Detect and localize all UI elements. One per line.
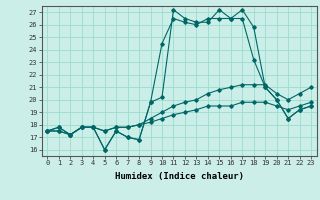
X-axis label: Humidex (Indice chaleur): Humidex (Indice chaleur) [115,172,244,181]
